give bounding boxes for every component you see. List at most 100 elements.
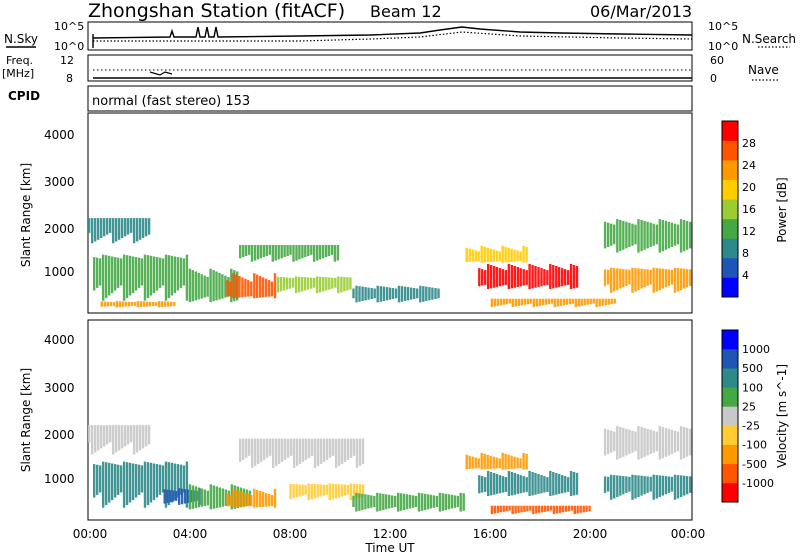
- colorbar-swatch: [722, 160, 738, 180]
- heatmap-cell: [595, 298, 598, 308]
- colorbar-tick: 4: [742, 269, 749, 282]
- heatmap-cell: [203, 489, 206, 506]
- heatmap-cell: [682, 475, 686, 496]
- nave-tick-top: 60: [710, 54, 724, 67]
- heatmap-cell: [169, 490, 172, 503]
- heatmap-cell: [275, 438, 278, 466]
- heatmap-cell: [283, 245, 286, 258]
- velocity-colorbar-frame: [721, 329, 739, 503]
- power-data: [88, 218, 692, 308]
- heatmap-cell: [180, 488, 184, 505]
- heatmap-cell: [346, 438, 350, 460]
- heatmap-cell: [534, 473, 537, 495]
- heatmap-cell: [640, 427, 643, 459]
- heatmap-cell: [565, 298, 568, 305]
- heatmap-cell: [507, 470, 511, 496]
- freq-panel: Freq. [MHz] 12 8 Nave 60 0: [2, 54, 780, 85]
- heatmap-cell: [462, 493, 465, 511]
- heatmap-cell: [253, 245, 257, 261]
- heatmap-cell: [109, 218, 112, 233]
- heatmap-cell: [215, 271, 218, 301]
- colorbar-swatch: [722, 425, 738, 445]
- colorbar-swatch: [722, 218, 738, 239]
- heatmap-cell: [544, 298, 547, 305]
- noise-left-tick-bottom: 10^0: [54, 40, 84, 53]
- heatmap-cell: [106, 218, 109, 235]
- heatmap-cell: [256, 245, 260, 260]
- heatmap-cell: [540, 268, 543, 287]
- heatmap-cell: [370, 495, 373, 508]
- heatmap-cell: [119, 465, 123, 493]
- heatmap-cell: [552, 472, 555, 496]
- cpid-text: normal (fast stereo) 153: [92, 94, 250, 109]
- colorbar-tick: -1000: [742, 477, 774, 490]
- heatmap-cell: [294, 276, 298, 294]
- heatmap-cell: [282, 277, 286, 291]
- heatmap-cell: [141, 425, 145, 449]
- heatmap-cell: [541, 505, 544, 513]
- heatmap-cell: [673, 474, 677, 500]
- heatmap-cell: [270, 281, 274, 297]
- heatmap-cell: [619, 268, 622, 289]
- heatmap-cell: [559, 298, 562, 306]
- heatmap-cell: [546, 477, 549, 492]
- heatmap-cell: [471, 456, 474, 469]
- heatmap-cell: [108, 255, 111, 296]
- heatmap-cell: [622, 427, 625, 457]
- heatmap-cell: [619, 475, 622, 496]
- heatmap-cell: [321, 245, 325, 259]
- heatmap-cell: [388, 494, 391, 509]
- heatmap-cell: [137, 257, 141, 288]
- colorbar-swatch: [722, 238, 738, 259]
- heatmap-cell: [331, 483, 334, 500]
- heatmap-cell: [637, 475, 640, 498]
- heatmap-cell: [685, 427, 689, 457]
- colorbar-swatch: [722, 121, 738, 141]
- heatmap-cell: [480, 245, 483, 263]
- heatmap-cell: [106, 301, 109, 307]
- heatmap-cell: [261, 491, 265, 507]
- heatmap-cell: [676, 224, 680, 245]
- nave-label: Nave: [748, 63, 779, 77]
- heatmap-cell: [474, 250, 477, 262]
- heatmap-cell: [259, 276, 262, 298]
- heatmap-cell: [349, 438, 353, 458]
- xtick-2400: 00:00: [671, 527, 706, 541]
- heatmap-cell: [428, 287, 431, 301]
- heatmap-cell: [145, 301, 149, 307]
- heatmap-cell: [173, 302, 176, 307]
- heatmap-cell: [97, 425, 100, 451]
- heatmap-cell: [367, 494, 370, 509]
- heatmap-cell: [131, 463, 135, 501]
- heatmap-cell: [529, 505, 532, 511]
- heatmap-cell: [499, 505, 502, 513]
- heatmap-cell: [517, 505, 520, 513]
- heatmap-cell: [480, 452, 483, 470]
- heatmap-cell: [298, 484, 301, 497]
- noise-right-label: N.Search: [742, 32, 796, 46]
- heatmap-cell: [417, 492, 421, 512]
- heatmap-cell: [301, 245, 304, 259]
- heatmap-cell: [607, 298, 610, 305]
- heatmap-cell: [301, 438, 305, 462]
- heatmap-cell: [264, 278, 268, 297]
- heatmap-cell: [245, 438, 248, 458]
- heatmap-cell: [603, 476, 607, 493]
- heatmap-cell: [232, 273, 235, 299]
- heatmap-cell: [516, 457, 519, 469]
- heatmap-cell: [125, 255, 129, 299]
- heatmap-cell: [388, 287, 392, 300]
- heatmap-cell: [610, 474, 613, 500]
- heatmap-cell: [613, 431, 616, 452]
- heatmap-cell: [563, 476, 567, 493]
- heatmap-cell: [376, 285, 379, 303]
- heatmap-cell: [501, 452, 504, 470]
- heatmap-cell: [619, 427, 622, 459]
- heatmap-cell: [163, 489, 166, 504]
- heatmap-cell: [505, 505, 508, 512]
- heatmap-cell: [689, 269, 692, 286]
- heatmap-cell: [313, 277, 316, 288]
- heatmap-cell: [100, 218, 103, 238]
- heatmap-cell: [510, 455, 513, 469]
- heatmap-cell: [132, 425, 136, 455]
